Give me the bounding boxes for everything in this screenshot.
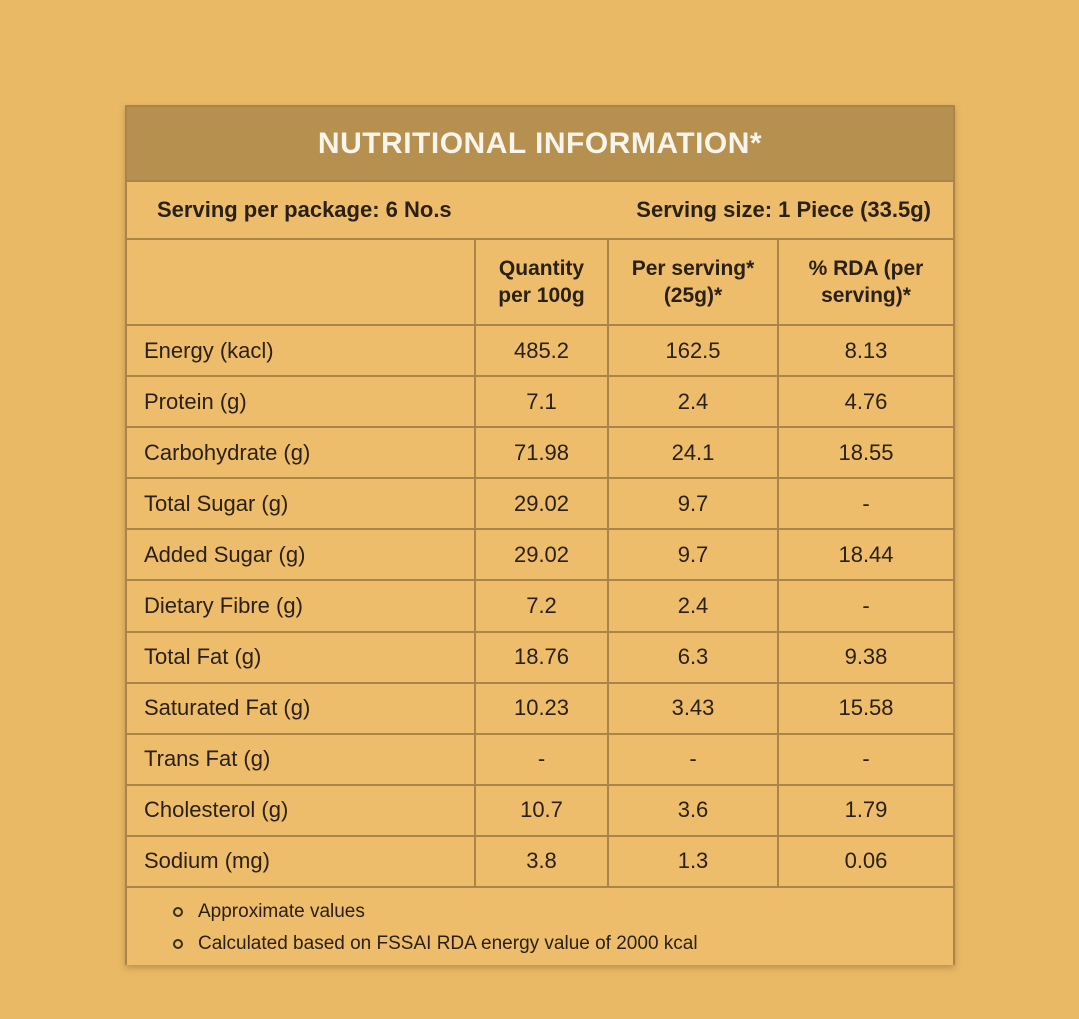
serving-per-package-text: Serving per package: 6 No.s xyxy=(157,197,452,222)
footnotes-section: Approximate values Calculated based on F… xyxy=(127,888,953,965)
circle-bullet-icon xyxy=(173,939,183,949)
footnote-fssai-rda: Calculated based on FSSAI RDA energy val… xyxy=(173,933,933,955)
header-quantity-per-100g: Quantity per 100g xyxy=(476,240,607,324)
footnote-text: Calculated based on FSSAI RDA energy val… xyxy=(198,933,698,954)
row-trans-fat-per-100g: - xyxy=(476,734,607,784)
row-total-fat-per-100g: 18.76 xyxy=(476,632,607,682)
row-label-dietary-fibre: Dietary Fibre (g) xyxy=(127,581,474,631)
row-label-sodium: Sodium (mg) xyxy=(127,836,474,886)
row-trans-fat-rda: - xyxy=(779,734,953,784)
row-total-sugar-rda: - xyxy=(779,479,953,529)
row-saturated-fat-per-100g: 10.23 xyxy=(476,683,607,733)
row-dietary-fibre-rda: - xyxy=(779,581,953,631)
footnote-approximate-values: Approximate values xyxy=(173,901,933,923)
row-label-saturated-fat: Saturated Fat (g) xyxy=(127,683,474,733)
row-added-sugar-per-serving: 9.7 xyxy=(609,530,777,580)
row-label-energy: Energy (kacl) xyxy=(127,326,474,376)
row-label-total-fat: Total Fat (g) xyxy=(127,632,474,682)
header-rda-per-serving: % RDA (per serving)* xyxy=(779,240,953,324)
row-label-protein: Protein (g) xyxy=(127,377,474,427)
serving-info-row: Serving per package: 6 No.s Serving size… xyxy=(127,182,953,238)
circle-bullet-icon xyxy=(173,907,183,917)
row-label-added-sugar: Added Sugar (g) xyxy=(127,530,474,580)
row-sodium-rda: 0.06 xyxy=(779,836,953,886)
row-energy-per-100g: 485.2 xyxy=(476,326,607,376)
row-protein-rda: 4.76 xyxy=(779,377,953,427)
row-trans-fat-per-serving: - xyxy=(609,734,777,784)
row-cholesterol-per-serving: 3.6 xyxy=(609,785,777,835)
row-carbohydrate-per-serving: 24.1 xyxy=(609,428,777,478)
row-total-sugar-per-100g: 29.02 xyxy=(476,479,607,529)
row-dietary-fibre-per-100g: 7.2 xyxy=(476,581,607,631)
row-carbohydrate-rda: 18.55 xyxy=(779,428,953,478)
row-label-total-sugar: Total Sugar (g) xyxy=(127,479,474,529)
row-protein-per-serving: 2.4 xyxy=(609,377,777,427)
row-added-sugar-per-100g: 29.02 xyxy=(476,530,607,580)
row-added-sugar-rda: 18.44 xyxy=(779,530,953,580)
row-sodium-per-100g: 3.8 xyxy=(476,836,607,886)
header-nutrient-empty xyxy=(127,240,474,324)
row-dietary-fibre-per-serving: 2.4 xyxy=(609,581,777,631)
row-cholesterol-per-100g: 10.7 xyxy=(476,785,607,835)
nutrition-info-panel: NUTRITIONAL INFORMATION* Serving per pac… xyxy=(125,105,955,965)
row-label-carbohydrate: Carbohydrate (g) xyxy=(127,428,474,478)
serving-size-text: Serving size: 1 Piece (33.5g) xyxy=(636,197,931,222)
row-total-fat-rda: 9.38 xyxy=(779,632,953,682)
panel-title: NUTRITIONAL INFORMATION* xyxy=(317,126,763,160)
row-saturated-fat-rda: 15.58 xyxy=(779,683,953,733)
row-label-cholesterol: Cholesterol (g) xyxy=(127,785,474,835)
header-per-serving: Per serving* (25g)* xyxy=(609,240,777,324)
nutrition-table: Quantity per 100g Per serving* (25g)* % … xyxy=(127,240,953,886)
row-cholesterol-rda: 1.79 xyxy=(779,785,953,835)
row-carbohydrate-per-100g: 71.98 xyxy=(476,428,607,478)
footnote-text: Approximate values xyxy=(198,901,365,922)
row-energy-rda: 8.13 xyxy=(779,326,953,376)
row-total-sugar-per-serving: 9.7 xyxy=(609,479,777,529)
row-label-trans-fat: Trans Fat (g) xyxy=(127,734,474,784)
row-saturated-fat-per-serving: 3.43 xyxy=(609,683,777,733)
row-sodium-per-serving: 1.3 xyxy=(609,836,777,886)
row-total-fat-per-serving: 6.3 xyxy=(609,632,777,682)
panel-title-bar: NUTRITIONAL INFORMATION* xyxy=(127,107,953,180)
row-energy-per-serving: 162.5 xyxy=(609,326,777,376)
row-protein-per-100g: 7.1 xyxy=(476,377,607,427)
